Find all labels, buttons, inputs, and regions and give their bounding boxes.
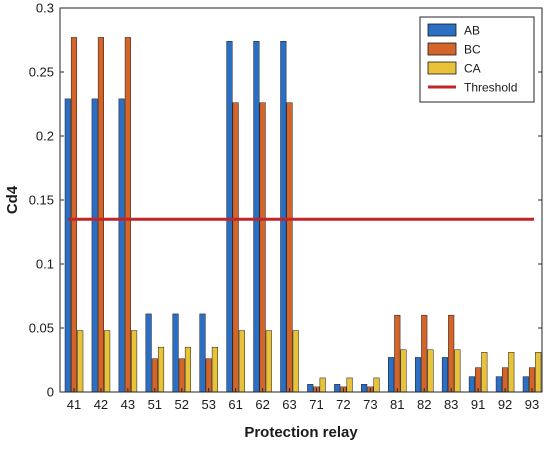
x-tick-label-92: 92 bbox=[498, 397, 512, 412]
legend-swatch-bc bbox=[427, 42, 457, 56]
bar-ab-82 bbox=[414, 357, 422, 393]
bar-bc-43 bbox=[124, 37, 131, 393]
bar-ca-52 bbox=[184, 346, 192, 393]
bar-ab-83 bbox=[441, 357, 449, 393]
bar-ab-91 bbox=[468, 376, 475, 393]
bar-ab-62 bbox=[253, 41, 260, 393]
y-tick-label: 0.2 bbox=[36, 129, 54, 144]
x-tick-label-53: 53 bbox=[201, 397, 215, 412]
legend-label-bc: BC bbox=[464, 43, 481, 57]
y-tick-label: 0.3 bbox=[36, 1, 54, 16]
x-tick-label-91: 91 bbox=[471, 397, 485, 412]
y-axis-ticks: 0 0.05 0.1 0.15 0.2 0.25 0.3 bbox=[29, 1, 542, 400]
bar-bc-52 bbox=[178, 358, 185, 393]
bar-ab-93 bbox=[522, 376, 529, 393]
bar-bc-53 bbox=[205, 358, 212, 393]
bar-bc-63 bbox=[286, 102, 293, 393]
bar-bc-82 bbox=[421, 314, 428, 393]
bar-bc-51 bbox=[151, 358, 158, 393]
legend-label-ab: AB bbox=[464, 24, 480, 38]
bar-bc-41 bbox=[70, 37, 78, 393]
legend-swatch-ab bbox=[427, 23, 457, 37]
bar-ab-71 bbox=[307, 384, 314, 393]
bar-ca-81 bbox=[400, 349, 407, 393]
bar-ab-81 bbox=[388, 357, 395, 393]
bar-ca-53 bbox=[211, 346, 218, 393]
x-tick-label-82: 82 bbox=[417, 397, 431, 412]
bar-ca-62 bbox=[265, 330, 272, 393]
x-tick-label-63: 63 bbox=[282, 397, 296, 412]
bar-ab-52 bbox=[172, 313, 179, 393]
bar-ca-42 bbox=[104, 330, 111, 393]
x-tick-label-93: 93 bbox=[525, 397, 539, 412]
bar-ab-41 bbox=[64, 98, 71, 393]
x-tick-label-41: 41 bbox=[67, 397, 81, 412]
bar-ca-43 bbox=[131, 330, 138, 393]
bar-ca-83 bbox=[454, 349, 461, 393]
x-tick-label-43: 43 bbox=[121, 397, 135, 412]
bar-bc-83 bbox=[448, 314, 455, 393]
bar-bc-62 bbox=[259, 102, 266, 393]
y-tick-label: 0.25 bbox=[29, 65, 54, 80]
bar-ca-41 bbox=[77, 330, 84, 393]
x-tick-label-52: 52 bbox=[175, 397, 189, 412]
bar-ca-51 bbox=[157, 346, 165, 393]
y-tick-label: 0 bbox=[47, 385, 54, 400]
x-tick-label-61: 61 bbox=[228, 397, 242, 412]
x-tick-label-71: 71 bbox=[309, 397, 323, 412]
x-tick-label-83: 83 bbox=[444, 397, 458, 412]
bar-ab-42 bbox=[91, 98, 98, 393]
legend: AB BC CA Threshold bbox=[419, 16, 535, 103]
y-axis-title: Cd4 bbox=[4, 185, 21, 214]
legend-label-ca: CA bbox=[464, 62, 481, 76]
x-axis-title: Protection relay bbox=[244, 424, 358, 441]
y-tick-label: 0.15 bbox=[29, 193, 54, 208]
bar-bc-81 bbox=[394, 314, 401, 393]
y-tick-label: 0.1 bbox=[36, 257, 54, 272]
x-tick-label-73: 73 bbox=[363, 397, 377, 412]
bar-ab-61 bbox=[226, 41, 233, 393]
bar-ab-43 bbox=[118, 98, 125, 393]
bar-ca-92 bbox=[508, 352, 515, 393]
bar-ab-53 bbox=[199, 313, 206, 393]
bar-ca-63 bbox=[292, 330, 299, 393]
legend-label-threshold: Threshold bbox=[464, 81, 517, 95]
y-tick-label: 0.05 bbox=[29, 321, 54, 336]
x-tick-label-42: 42 bbox=[94, 397, 108, 412]
bars-layer bbox=[64, 37, 542, 393]
x-tick-label-51: 51 bbox=[148, 397, 162, 412]
bar-ca-93 bbox=[535, 352, 542, 393]
x-tick-label-72: 72 bbox=[336, 397, 350, 412]
bar-ab-72 bbox=[334, 384, 341, 393]
bar-ab-92 bbox=[495, 376, 502, 393]
bar-bc-61 bbox=[232, 102, 239, 393]
bar-ca-73 bbox=[373, 377, 380, 393]
bar-bc-42 bbox=[97, 37, 104, 393]
bar-ab-73 bbox=[361, 384, 368, 393]
bar-ab-63 bbox=[280, 41, 287, 393]
legend-swatch-ca bbox=[427, 61, 457, 75]
bar-ca-61 bbox=[238, 330, 245, 393]
x-tick-label-81: 81 bbox=[390, 397, 404, 412]
bar-ab-51 bbox=[145, 313, 152, 393]
bar-ca-71 bbox=[319, 377, 326, 393]
x-tick-label-62: 62 bbox=[255, 397, 269, 412]
bar-ca-91 bbox=[481, 352, 488, 393]
x-axis-ticks: 41 42 43 51 52 53 61 62 63 71 72 73 81 82 83 91 92 93 bbox=[67, 388, 539, 412]
bar-ca-82 bbox=[427, 349, 434, 393]
bar-ca-72 bbox=[346, 377, 353, 393]
